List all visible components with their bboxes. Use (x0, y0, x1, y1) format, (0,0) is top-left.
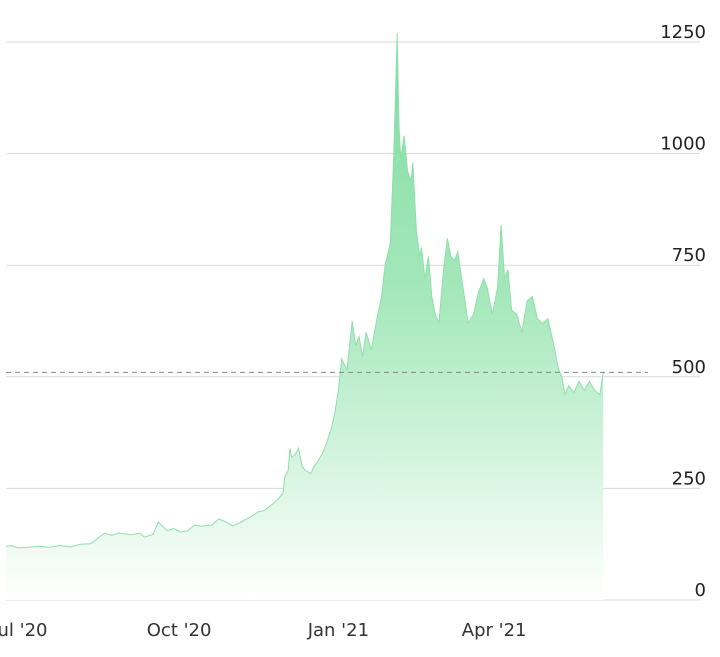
series-line (5, 33, 604, 549)
y-tick-label-0: 0 (695, 580, 706, 601)
y-axis-ticks: 0 250 500 750 1000 1250 (660, 22, 706, 601)
x-tick-label: Jan '21 (307, 620, 369, 641)
y-tick-label-1250: 1250 (660, 22, 706, 43)
y-tick-label-250: 250 (672, 468, 706, 489)
x-tick-label: Jul '20 (0, 620, 47, 641)
series-area (6, 33, 604, 601)
y-tick-label-750: 750 (672, 245, 706, 266)
y-tick-label-1000: 1000 (660, 134, 706, 155)
x-tick-label: Oct '20 (147, 620, 212, 641)
y-tick-label-500: 500 (672, 357, 706, 378)
x-axis-ticks: Jul '20 Oct '20 Jan '21 Apr '21 (0, 620, 527, 641)
x-tick-label: Apr '21 (462, 620, 527, 641)
